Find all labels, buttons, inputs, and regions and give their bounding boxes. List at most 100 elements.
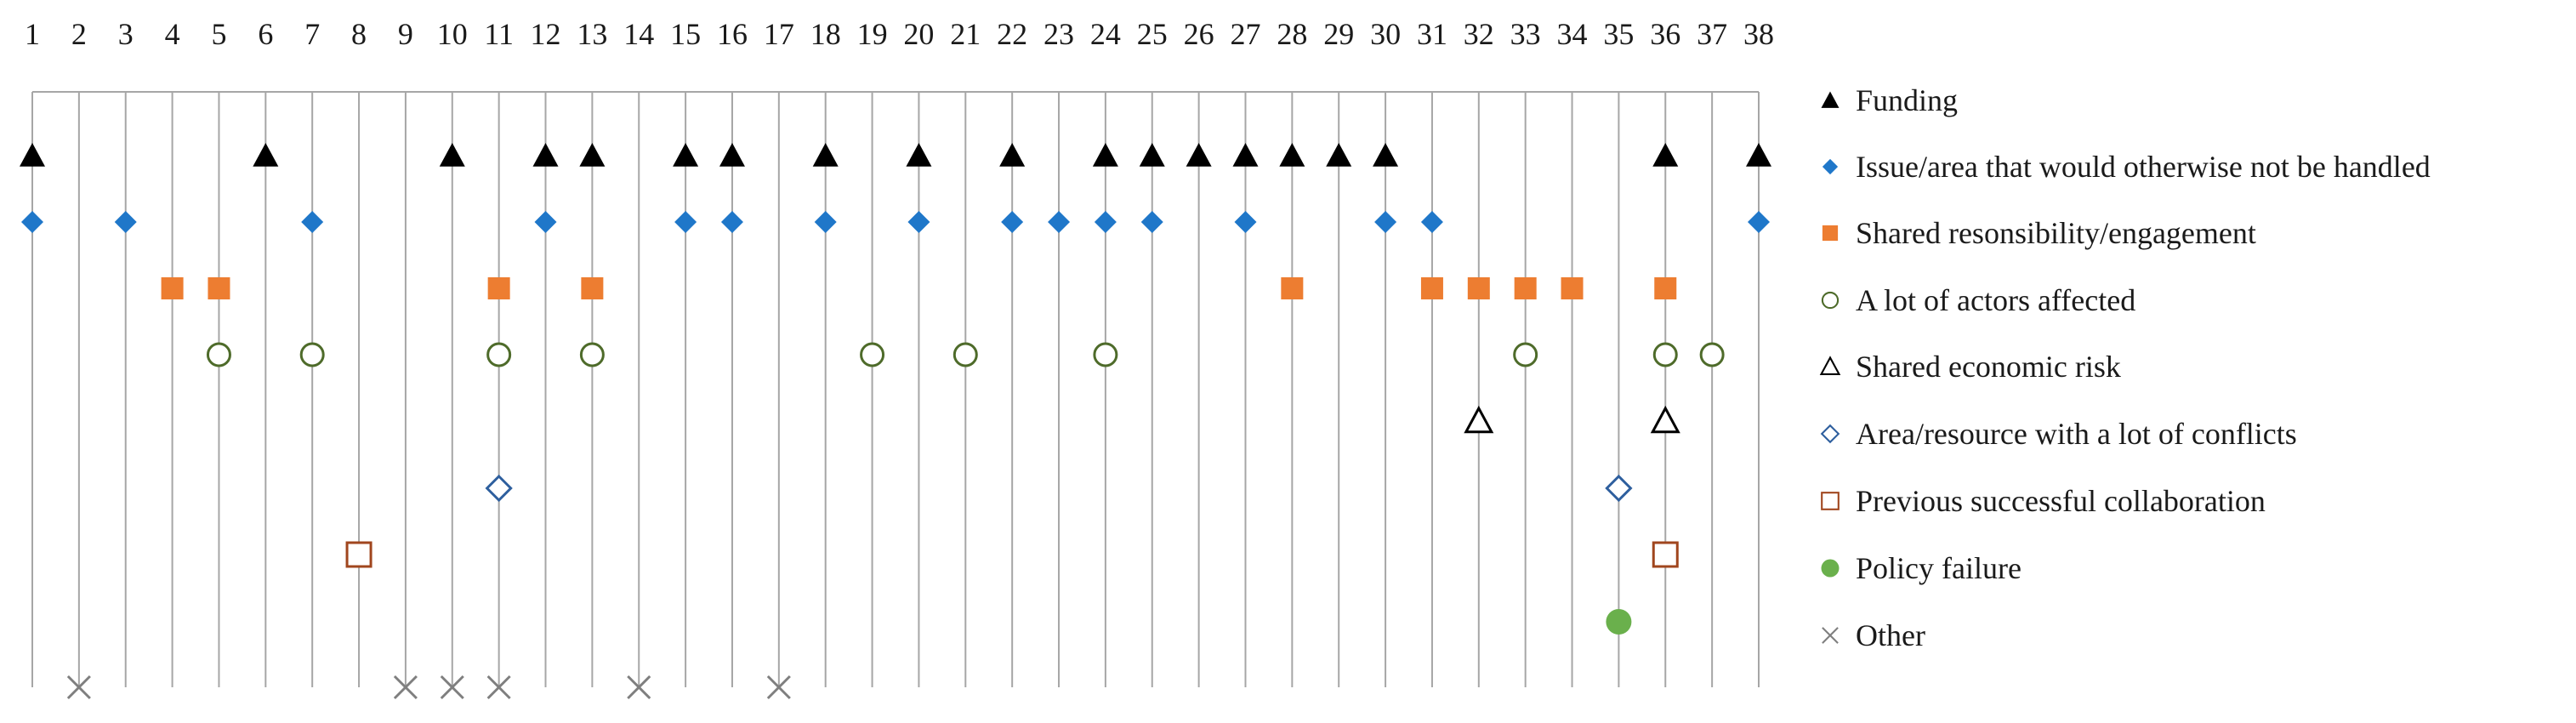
column-label-33: 33 xyxy=(1510,17,1541,51)
column-label-13: 13 xyxy=(577,17,607,51)
marker-series4-col24 xyxy=(1093,342,1118,367)
marker-series2-col20 xyxy=(907,211,930,233)
marker-series4-col21 xyxy=(952,342,978,367)
legend-label-5: Shared economic risk xyxy=(1856,350,2121,384)
legend-marker-3 xyxy=(1822,225,1839,242)
marker-series4-col13 xyxy=(579,342,605,367)
marker-series6-col35 xyxy=(1605,474,1633,503)
marker-series2-col27 xyxy=(1234,211,1257,233)
marker-series4-col33 xyxy=(1513,342,1538,367)
legend-label-1: Funding xyxy=(1856,83,1958,117)
marker-series3-col4 xyxy=(161,277,184,299)
marker-series3-col13 xyxy=(581,277,604,299)
marker-series2-col23 xyxy=(1048,211,1071,233)
column-label-5: 5 xyxy=(211,17,226,51)
marker-series9-col14 xyxy=(627,675,651,700)
marker-series3-col33 xyxy=(1514,277,1537,299)
legend-label-2: Issue/area that would otherwise not be h… xyxy=(1856,150,2431,184)
marker-series3-col31 xyxy=(1420,277,1443,299)
legend-label-8: Policy failure xyxy=(1856,551,2022,585)
marker-series2-col15 xyxy=(674,211,697,233)
marker-series1-col13 xyxy=(579,143,606,167)
column-label-37: 37 xyxy=(1697,17,1727,51)
legend-label-3: Shared resonsibility/engagement xyxy=(1856,216,2256,250)
column-label-9: 9 xyxy=(398,17,413,51)
column-label-8: 8 xyxy=(351,17,367,51)
column-label-30: 30 xyxy=(1370,17,1401,51)
marker-series9-col9 xyxy=(393,675,418,700)
marker-series3-col11 xyxy=(487,277,510,299)
marker-series3-col5 xyxy=(208,277,230,299)
column-label-36: 36 xyxy=(1650,17,1680,51)
marker-series1-col28 xyxy=(1279,143,1305,167)
column-label-31: 31 xyxy=(1417,17,1447,51)
marker-series9-col11 xyxy=(486,675,511,700)
column-label-11: 11 xyxy=(484,17,514,51)
marker-series2-col16 xyxy=(720,211,743,233)
marker-series2-col25 xyxy=(1140,211,1163,233)
marker-series1-col22 xyxy=(999,143,1026,167)
marker-series1-col30 xyxy=(1373,143,1399,167)
marker-series1-col6 xyxy=(253,143,279,167)
legend-marker-1 xyxy=(1821,91,1840,108)
column-label-7: 7 xyxy=(304,17,320,51)
column-label-1: 1 xyxy=(25,17,40,51)
marker-series9-col17 xyxy=(766,675,791,700)
legend: Funding Issue/area that would otherwise n… xyxy=(1819,83,2431,652)
column-label-21: 21 xyxy=(950,17,981,51)
marker-series2-col1 xyxy=(21,211,43,233)
column-label-38: 38 xyxy=(1743,17,1774,51)
marker-series1-col27 xyxy=(1232,143,1259,167)
column-label-3: 3 xyxy=(118,17,134,51)
marker-series6-col11 xyxy=(485,474,513,503)
marker-series1-col12 xyxy=(532,143,559,167)
marker-series1-col29 xyxy=(1326,143,1352,167)
column-label-23: 23 xyxy=(1043,17,1074,51)
column-label-29: 29 xyxy=(1323,17,1354,51)
marker-series1-col24 xyxy=(1092,143,1118,167)
column-label-22: 22 xyxy=(997,17,1027,51)
column-label-15: 15 xyxy=(670,17,701,51)
column-label-17: 17 xyxy=(764,17,794,51)
legend-label-7: Previous successful collaboration xyxy=(1856,484,2266,518)
marker-series2-col22 xyxy=(1001,211,1024,233)
marker-series1-col25 xyxy=(1139,143,1165,167)
marker-series2-col30 xyxy=(1374,211,1397,233)
marker-series1-col20 xyxy=(906,143,932,167)
legend-marker-9 xyxy=(1822,627,1839,644)
marker-series4-col37 xyxy=(1699,342,1725,367)
marker-series4-col5 xyxy=(206,342,231,367)
legend-label-9: Other xyxy=(1856,618,1925,652)
column-label-25: 25 xyxy=(1137,17,1168,51)
marker-series4-col7 xyxy=(299,342,325,367)
column-label-16: 16 xyxy=(717,17,748,51)
column-label-32: 32 xyxy=(1464,17,1494,51)
marker-series7-col8 xyxy=(345,541,372,568)
column-label-26: 26 xyxy=(1184,17,1214,51)
marker-series3-col28 xyxy=(1281,277,1304,299)
marker-series3-col34 xyxy=(1561,277,1584,299)
column-label-19: 19 xyxy=(857,17,888,51)
legend-marker-7 xyxy=(1821,492,1840,510)
marker-series2-col18 xyxy=(814,211,837,233)
marker-series1-col38 xyxy=(1746,143,1771,167)
grid xyxy=(31,91,1760,687)
legend-marker-8 xyxy=(1821,559,1840,578)
marker-series4-col19 xyxy=(860,342,885,367)
legend-marker-6 xyxy=(1820,424,1840,444)
marker-series4-col36 xyxy=(1652,342,1678,367)
column-label-6: 6 xyxy=(258,17,273,51)
marker-series9-col2 xyxy=(66,675,91,700)
legend-marker-5 xyxy=(1819,356,1841,375)
marker-series2-col24 xyxy=(1094,211,1117,233)
column-label-4: 4 xyxy=(165,17,180,51)
column-label-20: 20 xyxy=(903,17,934,51)
marker-series2-col38 xyxy=(1748,211,1770,233)
legend-marker-4 xyxy=(1821,291,1840,310)
marker-series2-col7 xyxy=(301,211,324,233)
column-label-10: 10 xyxy=(437,17,468,51)
column-label-18: 18 xyxy=(810,17,841,51)
marker-series1-col26 xyxy=(1186,143,1212,167)
column-label-12: 12 xyxy=(531,17,561,51)
